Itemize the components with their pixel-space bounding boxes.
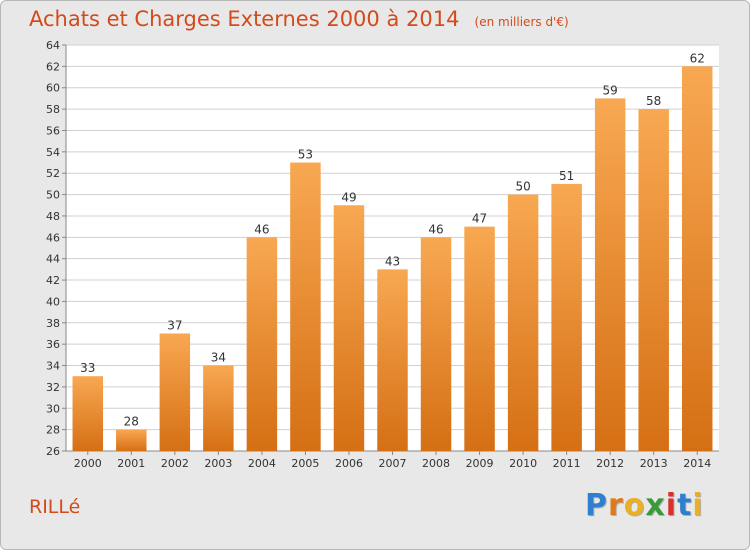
bar-value-label: 46	[254, 222, 269, 236]
x-tick-label: 2000	[74, 457, 102, 470]
bar-value-label: 49	[341, 190, 356, 204]
y-tick-label: 56	[46, 124, 60, 137]
x-tick-label: 2010	[509, 457, 537, 470]
logo-letter: P	[585, 488, 608, 523]
bar	[681, 66, 713, 452]
logo-letter: x	[645, 488, 666, 523]
y-tick-label: 62	[46, 60, 60, 73]
y-tick-label: 48	[46, 210, 60, 223]
x-tick-label: 2002	[161, 457, 189, 470]
bar-value-label: 62	[690, 51, 705, 65]
bar	[290, 162, 321, 452]
bar-value-label: 46	[428, 222, 443, 236]
y-tick-label: 52	[46, 167, 60, 180]
bar	[377, 269, 408, 451]
logo-letter: i	[692, 488, 704, 523]
y-tick-label: 26	[46, 445, 60, 458]
proxiti-logo: Proxiti	[585, 488, 704, 523]
chart-subtitle: (en milliers d'€)	[474, 15, 569, 29]
x-tick-label: 2006	[335, 457, 363, 470]
bar-value-label: 59	[603, 83, 618, 97]
bar	[203, 365, 234, 451]
x-tick-label: 2012	[596, 457, 624, 470]
y-tick-label: 28	[46, 424, 60, 437]
y-tick-label: 30	[46, 402, 60, 415]
logo-letter: i	[665, 488, 678, 523]
x-tick-label: 2008	[422, 457, 450, 470]
x-tick-label: 2003	[204, 457, 232, 470]
y-tick-label: 54	[46, 146, 60, 159]
y-tick-label: 58	[46, 103, 60, 116]
y-tick-label: 36	[46, 338, 60, 351]
logo-letter: r	[608, 488, 624, 523]
y-tick-label: 64	[46, 39, 60, 52]
y-tick-label: 42	[46, 274, 60, 287]
bar	[116, 429, 147, 451]
bar-value-label: 33	[80, 361, 95, 375]
chart-title: Achats et Charges Externes 2000 à 2014	[29, 7, 460, 31]
bar	[420, 237, 452, 451]
bar-value-label: 50	[515, 180, 530, 194]
y-tick-label: 40	[46, 295, 60, 308]
title-row: Achats et Charges Externes 2000 à 2014 (…	[29, 7, 569, 31]
y-tick-label: 50	[46, 189, 60, 202]
y-tick-label: 46	[46, 231, 60, 244]
bar	[551, 183, 582, 452]
bar-value-label: 37	[167, 318, 182, 332]
place-name: RILLé	[29, 496, 81, 518]
x-tick-label: 2009	[466, 457, 494, 470]
bar	[246, 237, 278, 451]
bar-value-label: 43	[385, 254, 400, 268]
bar	[507, 194, 539, 451]
bar	[464, 226, 495, 451]
bar-value-label: 47	[472, 212, 487, 226]
bar	[638, 109, 669, 452]
bar-value-label: 58	[646, 94, 661, 108]
x-tick-label: 2007	[379, 457, 407, 470]
bar-value-label: 51	[559, 169, 574, 183]
bar	[72, 376, 104, 451]
y-tick-label: 44	[46, 253, 60, 266]
x-tick-label: 2005	[291, 457, 319, 470]
y-tick-label: 32	[46, 381, 60, 394]
x-tick-label: 2004	[248, 457, 276, 470]
bar	[159, 333, 191, 451]
bar-value-label: 34	[211, 351, 226, 365]
bar-value-label: 28	[124, 415, 139, 429]
bar-value-label: 53	[298, 148, 313, 162]
bar	[594, 98, 626, 451]
logo-letter: t	[677, 488, 693, 523]
x-tick-label: 2013	[640, 457, 668, 470]
x-tick-label: 2011	[553, 457, 581, 470]
x-tick-label: 2014	[683, 457, 711, 470]
x-tick-label: 2001	[117, 457, 145, 470]
bar	[333, 205, 365, 451]
y-tick-label: 38	[46, 317, 60, 330]
y-tick-label: 60	[46, 82, 60, 95]
logo-letter: o	[623, 488, 646, 523]
y-tick-label: 34	[46, 360, 60, 373]
